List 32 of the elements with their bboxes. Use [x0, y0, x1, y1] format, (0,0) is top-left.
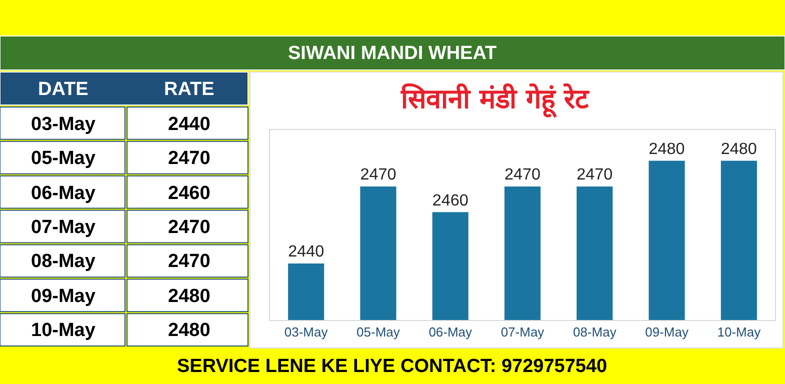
chart-subtitle: SIWANI MANDI WHEAT — [288, 43, 498, 64]
x-tick-label: 05-May — [356, 324, 400, 340]
data-label: 2470 — [168, 148, 210, 169]
text: RATE — [164, 79, 214, 100]
data-label: 2440 — [168, 114, 210, 135]
data-label: 2460 — [168, 183, 210, 204]
data-label: 2480 — [168, 286, 210, 307]
data-label: 2470 — [576, 166, 613, 184]
x-tick-label: 07-May — [500, 324, 545, 340]
data-label: 2470 — [168, 251, 210, 272]
data-label: 2440 — [288, 242, 324, 261]
data-label: 2480 — [168, 320, 210, 341]
chart-title: सिवानी मंडी गेहूं रेट — [400, 83, 590, 118]
x-tick-label: 10-May — [717, 324, 762, 340]
data-label: 2460 — [432, 191, 468, 210]
text: SERVICE LENE KE LIYE CONTACT: 9729757540 — [177, 356, 608, 377]
data-label: 2470 — [504, 166, 541, 184]
x-tick-label: 08-May — [572, 324, 617, 340]
category-label: 09-May — [31, 286, 96, 307]
category-label: 05-May — [31, 148, 96, 169]
data-label: 2470 — [168, 217, 210, 238]
category-label: 08-May — [31, 251, 96, 272]
category-label: 06-May — [31, 183, 96, 204]
data-label: 2470 — [360, 166, 396, 184]
data-label: 2480 — [648, 140, 685, 158]
category-label: 03-May — [31, 114, 96, 135]
text: DATE — [38, 79, 88, 100]
data-label: 2480 — [720, 140, 757, 158]
x-tick-label: 03-May — [284, 324, 328, 340]
x-tick-label: 06-May — [428, 324, 473, 340]
category-label: 07-May — [31, 217, 96, 238]
x-tick-label: 09-May — [645, 324, 689, 340]
